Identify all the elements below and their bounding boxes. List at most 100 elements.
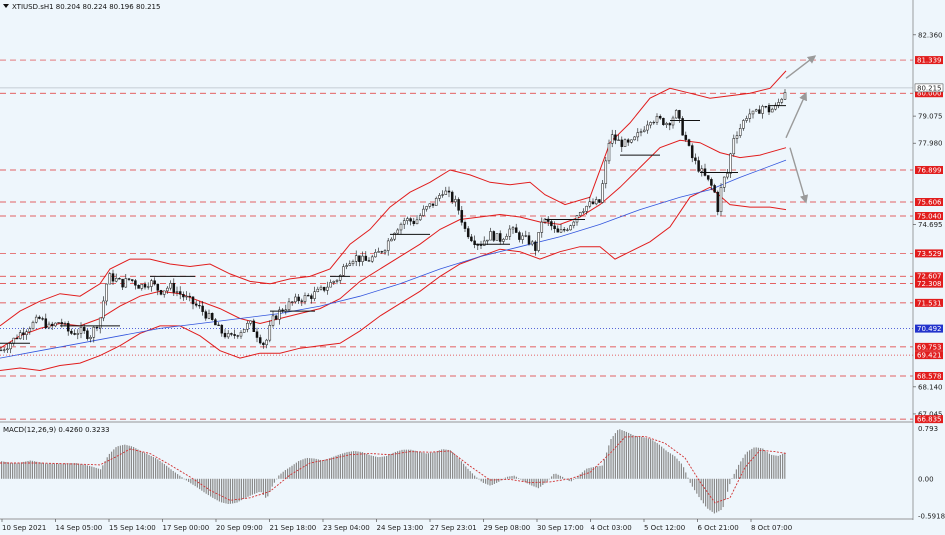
- candle-body: [726, 173, 729, 178]
- candle-body: [668, 123, 672, 126]
- level-price-tag: [915, 249, 943, 258]
- macd-histogram-bar: [93, 467, 95, 479]
- macd-histogram-bar: [504, 477, 506, 479]
- macd-histogram-bar: [221, 478, 223, 503]
- candle-body: [278, 309, 281, 320]
- candle-body: [524, 235, 528, 237]
- macd-histogram-bar: [205, 478, 207, 494]
- bollinger-upper-band: [0, 70, 787, 327]
- macd-histogram-bar: [328, 458, 330, 479]
- candle-body: [262, 342, 265, 346]
- price-pane[interactable]: [0, 55, 913, 420]
- macd-histogram-bar: [746, 451, 748, 479]
- macd-histogram-bar: [179, 475, 181, 479]
- macd-histogram-bar: [474, 475, 476, 479]
- candle-body: [742, 120, 745, 129]
- candle-body: [623, 139, 627, 147]
- candle-body: [514, 227, 518, 233]
- macd-histogram-bar: [370, 455, 372, 479]
- candle-body: [745, 118, 748, 121]
- candle-body: [271, 315, 275, 326]
- level-price-tag: [915, 56, 943, 65]
- macd-histogram-bar: [735, 469, 737, 479]
- candle-body: [162, 290, 166, 295]
- candle-body: [169, 282, 172, 289]
- macd-histogram-bar: [742, 457, 744, 479]
- macd-histogram-bar: [86, 465, 88, 479]
- macd-pane[interactable]: [0, 429, 787, 514]
- candle-body: [495, 233, 499, 241]
- macd-histogram-bar: [313, 458, 315, 479]
- macd-histogram-bar: [489, 478, 491, 486]
- macd-histogram-bar: [669, 453, 671, 479]
- candle-body: [316, 288, 320, 292]
- candle-body: [658, 115, 662, 119]
- candle-body: [578, 212, 582, 216]
- candle-body: [194, 303, 198, 306]
- level-price-tag: [915, 197, 943, 206]
- candle-body: [2, 349, 6, 351]
- time-tick-label: 27 Sep 23:01: [430, 524, 477, 532]
- macd-histogram-bar: [535, 478, 537, 488]
- candle-body: [646, 124, 649, 131]
- macd-histogram-bar: [478, 478, 480, 480]
- candle-body: [447, 190, 451, 193]
- candle-body: [63, 322, 67, 325]
- candle-body: [591, 201, 595, 205]
- candle-body: [537, 232, 540, 251]
- macd-histogram-bar: [159, 460, 161, 479]
- candle-body: [82, 327, 86, 332]
- candle-body: [486, 239, 489, 242]
- macd-histogram-bar: [537, 478, 539, 489]
- time-tick-label: 14 Sep 05:00: [56, 524, 103, 532]
- candle-body: [79, 327, 83, 334]
- candle-body: [607, 142, 611, 162]
- macd-histogram-bar: [23, 461, 25, 479]
- macd-signal-line: [0, 435, 787, 504]
- macd-histogram-bar: [368, 454, 370, 479]
- macd-histogram-bar: [544, 478, 546, 484]
- macd-histogram-bar: [291, 465, 293, 479]
- projection-arrow[interactable]: [789, 147, 809, 204]
- projection-arrow[interactable]: [785, 91, 807, 139]
- macd-histogram-bar: [667, 451, 669, 479]
- macd-histogram-bar: [557, 474, 559, 479]
- candle-body: [751, 110, 755, 115]
- candle-body: [783, 92, 787, 100]
- macd-tick-label: -0.5918: [918, 513, 945, 521]
- macd-histogram-bar: [434, 452, 436, 479]
- macd-histogram-bar: [216, 478, 218, 501]
- candle-body: [50, 323, 54, 327]
- projection-arrow[interactable]: [785, 55, 817, 79]
- macd-histogram-bar: [784, 452, 786, 479]
- macd-histogram-bar: [135, 448, 137, 479]
- candle-body: [684, 134, 688, 140]
- macd-histogram-bar: [705, 478, 707, 507]
- macd-histogram-bar: [480, 478, 482, 482]
- macd-histogram-bar: [570, 478, 572, 482]
- macd-histogram-bar: [289, 467, 291, 479]
- macd-histogram-bar: [170, 469, 172, 479]
- macd-histogram-bar: [592, 467, 594, 479]
- candle-body: [364, 255, 368, 261]
- macd-histogram-bar: [25, 461, 27, 479]
- candle-body: [594, 199, 598, 205]
- macd-histogram-bar: [269, 478, 271, 492]
- macd-histogram-bar: [150, 455, 152, 479]
- macd-histogram-bar: [443, 449, 445, 479]
- candle-body: [300, 300, 304, 302]
- dropdown-triangle-icon[interactable]: [3, 4, 9, 8]
- macd-histogram-bar: [777, 455, 779, 479]
- macd-histogram-bar: [493, 478, 495, 484]
- candle-body: [230, 333, 233, 335]
- macd-histogram-bar: [405, 449, 407, 479]
- current-price-tag-text: 80.215: [917, 84, 942, 92]
- macd-histogram-bar: [687, 477, 689, 479]
- macd-histogram-bar: [302, 459, 304, 479]
- macd-histogram-bar: [71, 463, 73, 479]
- level-price-tag: [915, 272, 943, 281]
- macd-histogram-bar: [47, 463, 49, 479]
- macd-histogram-bar: [617, 430, 619, 479]
- candle-body: [348, 263, 352, 266]
